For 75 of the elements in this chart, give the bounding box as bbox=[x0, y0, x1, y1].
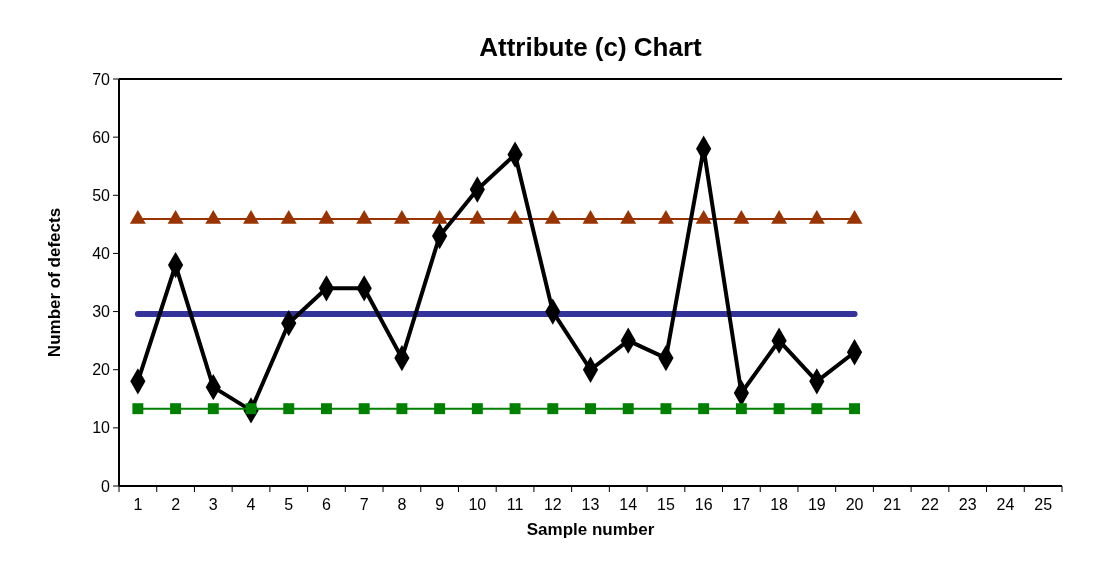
x-tick-label: 18 bbox=[770, 496, 789, 513]
point bbox=[771, 209, 788, 224]
point bbox=[620, 209, 637, 224]
x-tick-label: 5 bbox=[284, 496, 294, 513]
point bbox=[622, 403, 634, 415]
point bbox=[733, 209, 750, 224]
x-tick-label: 2 bbox=[171, 496, 181, 513]
point bbox=[469, 209, 486, 224]
point bbox=[243, 209, 259, 224]
chart-title: Attribute (c) Chart bbox=[479, 32, 703, 62]
point bbox=[509, 403, 521, 415]
point bbox=[280, 209, 297, 224]
point bbox=[320, 403, 332, 415]
y-tick-label: 20 bbox=[92, 361, 111, 379]
x-tick-label: 19 bbox=[807, 496, 826, 513]
point bbox=[132, 403, 144, 415]
point bbox=[205, 209, 222, 224]
point bbox=[507, 209, 524, 224]
point bbox=[846, 209, 863, 224]
y-tick-label: 30 bbox=[92, 303, 111, 321]
point bbox=[695, 209, 712, 224]
point bbox=[356, 209, 373, 224]
x-tick-label: 6 bbox=[322, 496, 332, 513]
x-tick-label: 15 bbox=[657, 496, 675, 513]
point bbox=[283, 403, 295, 415]
point bbox=[811, 403, 823, 415]
x-tick-label: 10 bbox=[468, 496, 487, 513]
x-tick-label: 3 bbox=[208, 496, 218, 513]
x-tick-label: 17 bbox=[732, 496, 751, 513]
x-tick-label: 25 bbox=[1034, 496, 1053, 513]
point bbox=[849, 403, 861, 415]
point bbox=[434, 403, 446, 415]
x-tick-label: 12 bbox=[543, 496, 562, 513]
point bbox=[170, 403, 182, 415]
point bbox=[698, 403, 710, 415]
point bbox=[547, 403, 559, 415]
point bbox=[544, 209, 561, 224]
x-tick-label: 16 bbox=[694, 496, 713, 513]
x-axis-title: Sample number bbox=[526, 520, 655, 539]
point bbox=[393, 209, 410, 224]
point bbox=[431, 209, 448, 224]
x-tick-label: 8 bbox=[397, 496, 407, 513]
point bbox=[808, 209, 825, 224]
y-tick-label: 50 bbox=[92, 186, 111, 204]
point bbox=[358, 403, 370, 415]
x-tick-label: 1 bbox=[133, 496, 143, 513]
x-tick-label: 21 bbox=[883, 496, 902, 513]
x-tick-label: 4 bbox=[246, 496, 256, 513]
point bbox=[129, 209, 146, 224]
y-tick-label: 60 bbox=[92, 128, 111, 146]
point bbox=[735, 403, 747, 415]
point bbox=[660, 403, 672, 415]
point bbox=[773, 403, 785, 415]
x-tick-label: 13 bbox=[581, 496, 600, 513]
x-tick-label: 11 bbox=[506, 496, 524, 513]
point bbox=[207, 403, 219, 415]
y-tick-label: 10 bbox=[92, 419, 111, 437]
y-tick-label: 40 bbox=[92, 245, 111, 263]
x-tick-label: 7 bbox=[359, 496, 369, 513]
y-axis-title: Number of defects bbox=[45, 207, 64, 358]
y-tick-label: 70 bbox=[92, 70, 111, 88]
y-tick-label: 0 bbox=[101, 477, 111, 495]
point bbox=[582, 209, 599, 224]
point bbox=[167, 209, 184, 224]
x-tick-label: 22 bbox=[921, 496, 939, 513]
point bbox=[318, 209, 335, 224]
x-tick-label: 9 bbox=[435, 496, 445, 513]
point bbox=[657, 209, 674, 224]
x-tick-label: 23 bbox=[958, 496, 977, 513]
x-tick-label: 20 bbox=[845, 496, 864, 513]
point bbox=[396, 403, 408, 415]
x-tick-label: 24 bbox=[996, 496, 1015, 513]
point bbox=[471, 403, 483, 415]
x-tick-label: 14 bbox=[619, 496, 638, 513]
point bbox=[585, 403, 596, 415]
